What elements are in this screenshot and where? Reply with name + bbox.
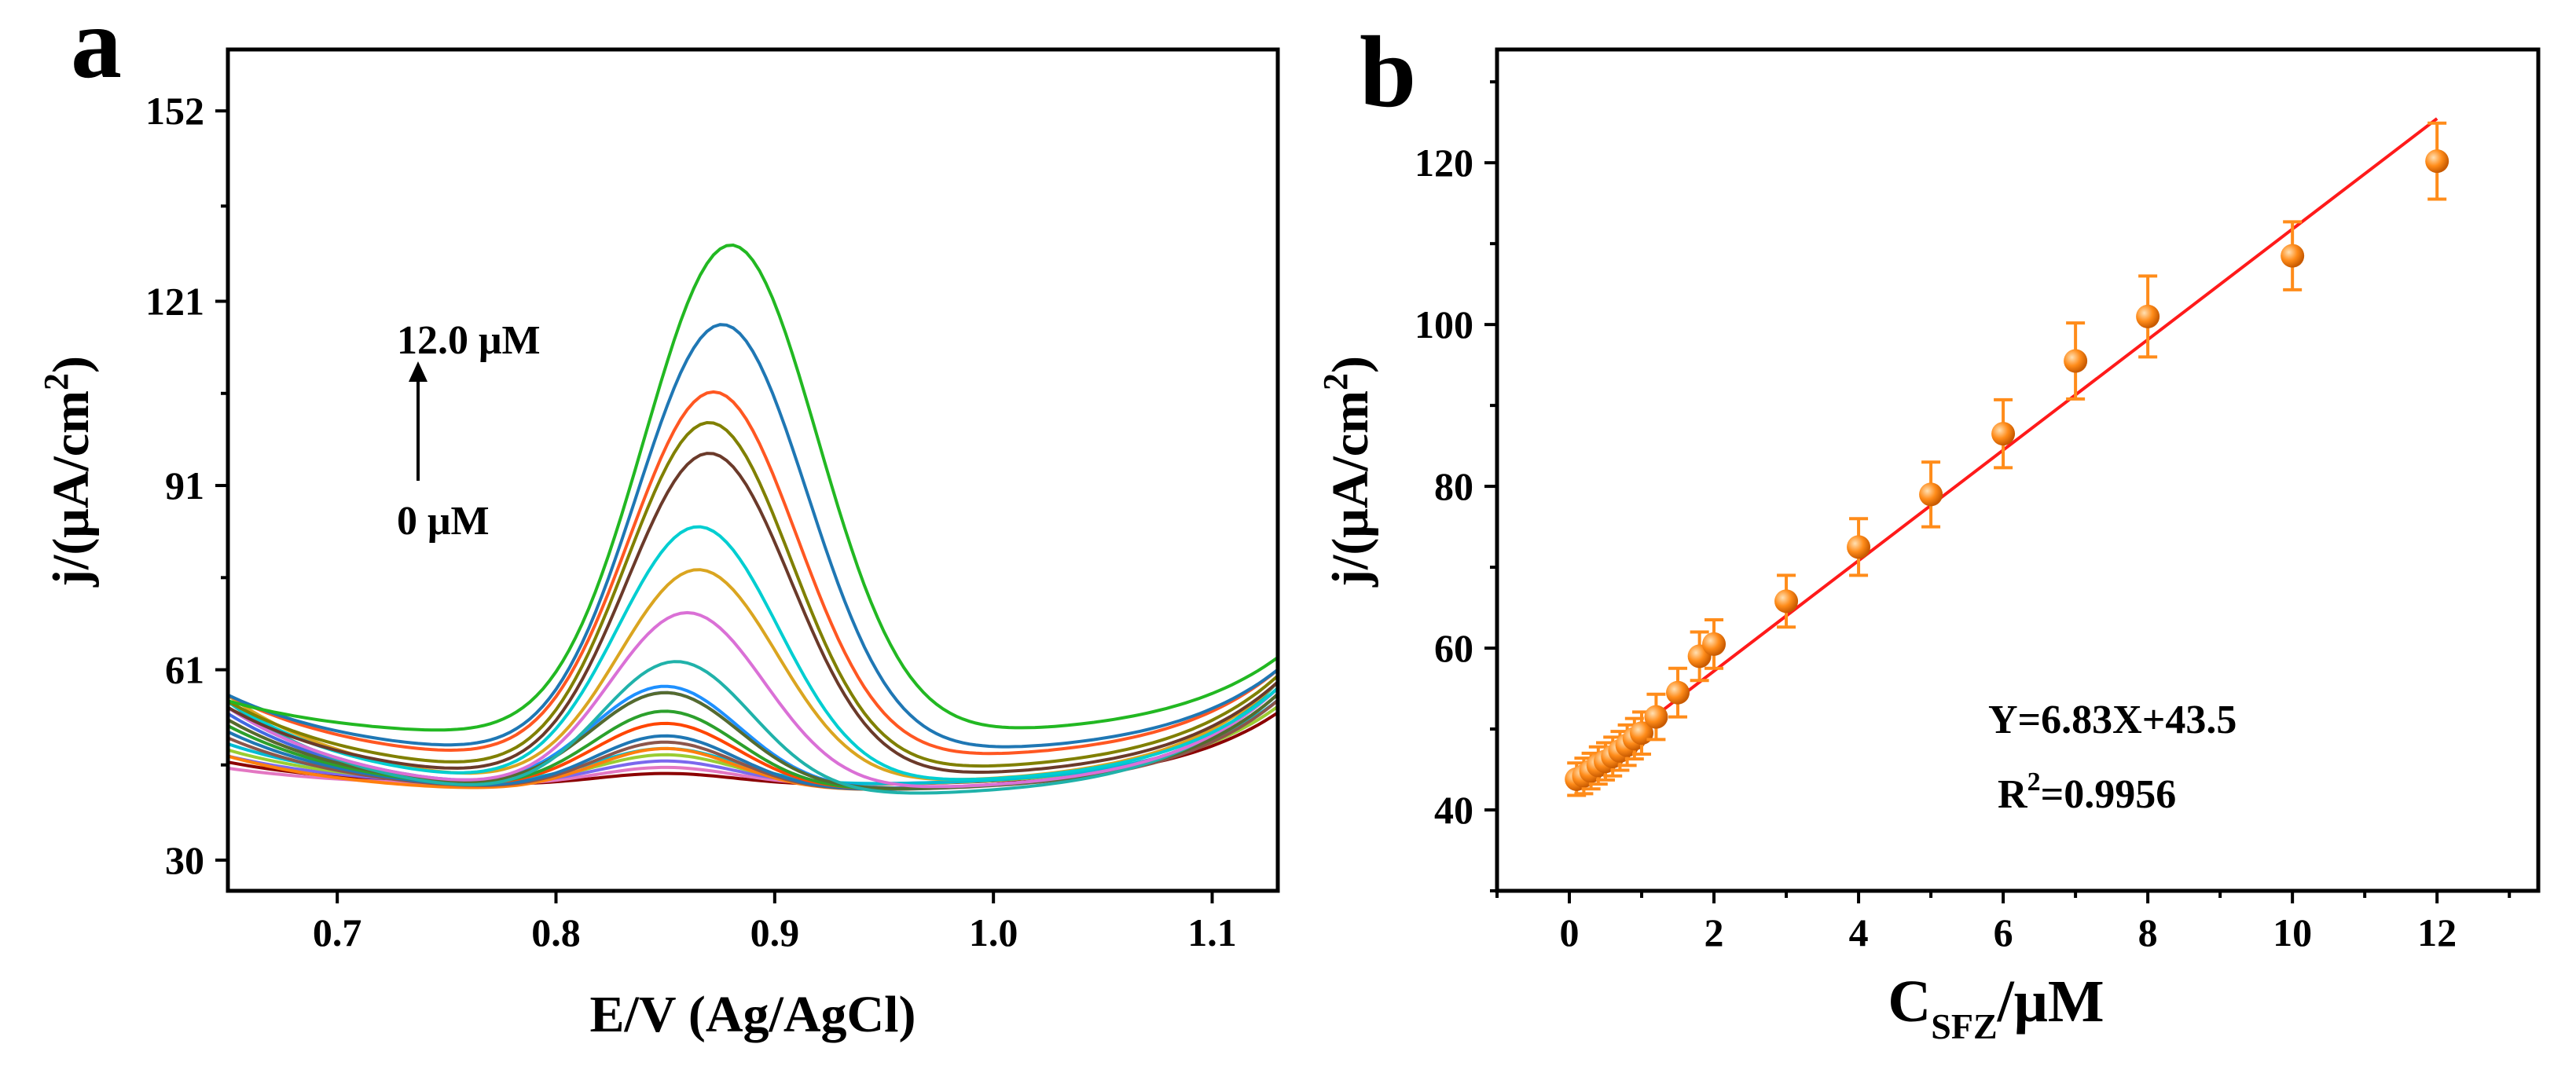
data-point — [1644, 705, 1668, 729]
data-point — [1774, 589, 1799, 614]
panel-a-y-axis-title: j/(μA/cm2) — [37, 356, 100, 588]
a-y-tick-label: 91 — [165, 463, 204, 507]
data-point — [2281, 244, 2305, 268]
panel-b-y-axis-title-sup: 2 — [1316, 373, 1355, 390]
panel-b-x-axis-title-end: /μM — [1997, 969, 2104, 1035]
b-x-tick-label: 6 — [1994, 910, 2013, 954]
b-y-tick-label: 100 — [1415, 302, 1473, 346]
panel-b-fit-line — [1576, 117, 2438, 778]
a-y-tick-label: 30 — [165, 838, 204, 882]
data-point — [2425, 149, 2449, 174]
b-x-tick-label: 12 — [2417, 910, 2457, 954]
panel-a-y-axis-title-end: ) — [42, 356, 100, 373]
data-point — [1919, 482, 1943, 507]
fit-r-squared: R2=0.9956 — [1998, 767, 2176, 817]
data-point — [2064, 349, 2088, 373]
voltammogram-curve-18 — [228, 452, 1278, 774]
data-point — [1991, 422, 2016, 446]
panel-b-label: b — [1360, 16, 1416, 129]
b-x-tick-label: 2 — [1704, 910, 1724, 954]
b-y-tick-label: 80 — [1434, 464, 1473, 508]
voltammogram-curve-22 — [228, 243, 1278, 732]
b-x-tick-label: 10 — [2273, 910, 2312, 954]
panel-a-label: a — [71, 0, 122, 100]
panel-b-frame — [1495, 47, 2541, 893]
panel-a-y-ticks: 30 61 91 121 152 — [145, 89, 228, 882]
data-point — [1847, 535, 1871, 559]
fit-r-squared-sup: 2 — [2027, 767, 2041, 797]
voltammogram-curve-20 — [228, 390, 1278, 756]
a-x-tick-label: 0.8 — [531, 910, 581, 954]
panel-a-frame — [226, 47, 1280, 893]
voltammogram-curve-17 — [228, 525, 1278, 782]
panel-b-x-ticks: 0 2 4 6 8 10 12 — [1495, 891, 2512, 954]
a-x-tick-label: 1.0 — [969, 910, 1018, 954]
panel-b-y-axis-title-main: j/(μA/cm — [1322, 390, 1379, 588]
data-point — [2136, 304, 2160, 328]
voltammogram-curve-16 — [228, 568, 1278, 782]
a-y-tick-label: 61 — [165, 648, 204, 692]
panel-a-x-axis-title: E/V (Ag/AgCl) — [590, 986, 916, 1043]
b-y-tick-label: 120 — [1415, 141, 1473, 185]
panel-b-y-axis-title-end: ) — [1322, 356, 1379, 373]
panel-b-x-axis-title-main: C — [1888, 969, 1931, 1035]
panel-b-x-axis-title-sub: SFZ — [1931, 1006, 1997, 1046]
voltammogram-curve-14 — [228, 660, 1278, 795]
panel-a-y-axis-title-main: j/(μA/cm — [42, 390, 100, 588]
a-x-tick-label: 0.9 — [750, 910, 800, 954]
panel-a: a 0.7 0.8 0.9 1.0 1.1 30 61 91 121 152 E/V (Ag/A… — [37, 0, 1280, 1043]
b-x-tick-label: 0 — [1560, 910, 1580, 954]
annotation-12-uM: 12.0 μM — [397, 318, 541, 363]
fit-r-squared-end: =0.9956 — [2041, 772, 2177, 817]
voltammogram-curve-21 — [228, 323, 1278, 749]
voltammogram-curve-15 — [228, 610, 1278, 789]
b-x-tick-label: 4 — [1849, 910, 1869, 954]
b-y-tick-label: 40 — [1434, 788, 1473, 832]
panel-b-y-ticks: 40 60 80 100 120 — [1415, 80, 1497, 892]
panel-b-x-axis-title: CSFZ/μM — [1888, 969, 2104, 1046]
panel-a-plot-area — [226, 47, 1280, 893]
panel-a-annotation: 12.0 μM 0 μM — [397, 318, 541, 544]
b-x-tick-label: 8 — [2138, 910, 2158, 954]
a-y-tick-label: 121 — [145, 280, 204, 324]
annotation-0-uM: 0 μM — [397, 499, 490, 544]
a-x-tick-label: 1.1 — [1187, 910, 1237, 954]
fit-r-squared-main: R — [1998, 772, 2028, 817]
panel-b-points — [1565, 121, 2449, 797]
a-x-tick-label: 0.7 — [313, 910, 362, 954]
data-point — [1702, 632, 1727, 656]
voltammogram-curve-19 — [228, 420, 1278, 768]
panel-b-y-axis-title: j/(μA/cm2) — [1316, 356, 1379, 588]
b-y-tick-label: 60 — [1434, 626, 1473, 670]
panel-b: b 0 2 4 6 8 10 12 40 60 80 100 120 CSFZ/μM j/(μA/c… — [1316, 16, 2541, 1046]
panel-a-y-axis-title-sup: 2 — [37, 373, 75, 390]
annotation-arrow-head-icon — [409, 361, 427, 382]
panel-b-plot-area — [1495, 47, 2541, 893]
panel-a-curves — [228, 243, 1278, 795]
a-y-tick-label: 152 — [145, 89, 204, 133]
panel-a-x-ticks: 0.7 0.8 0.9 1.0 1.1 — [313, 891, 1237, 954]
data-point — [1666, 680, 1690, 705]
fit-equation: Y=6.83X+43.5 — [1988, 698, 2237, 742]
